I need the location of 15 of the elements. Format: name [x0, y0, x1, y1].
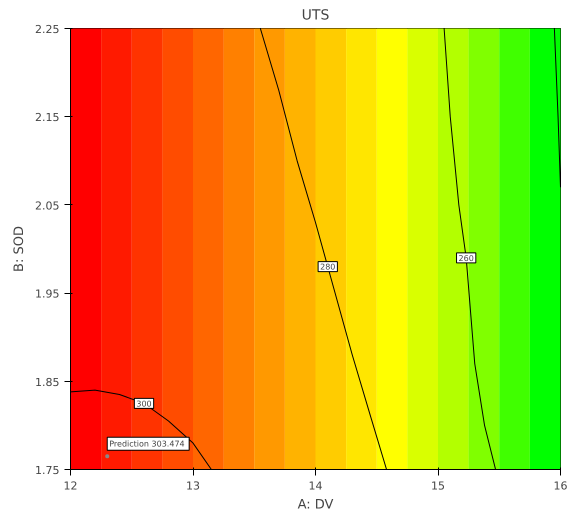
annotation: Prediction 303.474	[109, 439, 185, 448]
y-tick-label: 1.85	[35, 376, 60, 389]
x-tick-label: 16	[554, 480, 568, 492]
y-tick-label: 2.15	[35, 111, 60, 124]
x-tick-label: 15	[431, 480, 445, 492]
y-tick-label: 2.05	[35, 199, 60, 212]
y-tick-label: 1.75	[35, 464, 60, 477]
chart-title: UTS	[302, 8, 330, 24]
y-axis-title: B: SOD	[12, 226, 28, 272]
x-tick-label: 12	[64, 480, 78, 492]
x-tick-label: 14	[308, 480, 322, 492]
x-axis-title: A: DV	[298, 498, 334, 512]
x-tick-label: 13	[186, 480, 200, 492]
y-tick-label: 1.95	[35, 288, 60, 301]
y-tick-label: 2.25	[35, 23, 60, 36]
